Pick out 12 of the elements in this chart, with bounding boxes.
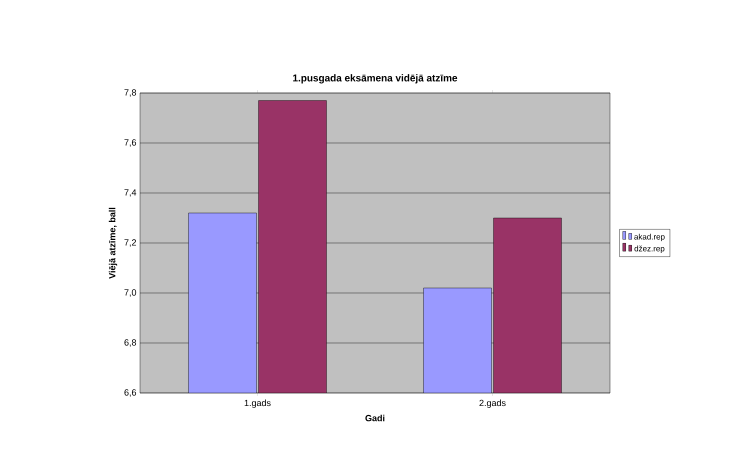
x-axis-title: Gadi <box>365 414 384 422</box>
y-tick-label: 7,0 <box>124 289 136 297</box>
y-tick-label: 6,6 <box>124 389 136 397</box>
y-axis-title: Viējā atzīme, ball <box>108 208 118 279</box>
x-tick-label: 2.gads <box>480 400 506 408</box>
y-tick-label: 7,2 <box>124 239 136 247</box>
y-tick-label: 7,4 <box>124 189 136 197</box>
y-tick-label: 7,8 <box>124 89 136 97</box>
chart-title: 1.pusgada eksāmena vidējā atzīme <box>293 74 458 84</box>
y-tick-label: 6,8 <box>124 339 136 347</box>
x-tick-label: 1.gads <box>244 400 271 408</box>
y-tick-label: 7,6 <box>124 139 136 147</box>
